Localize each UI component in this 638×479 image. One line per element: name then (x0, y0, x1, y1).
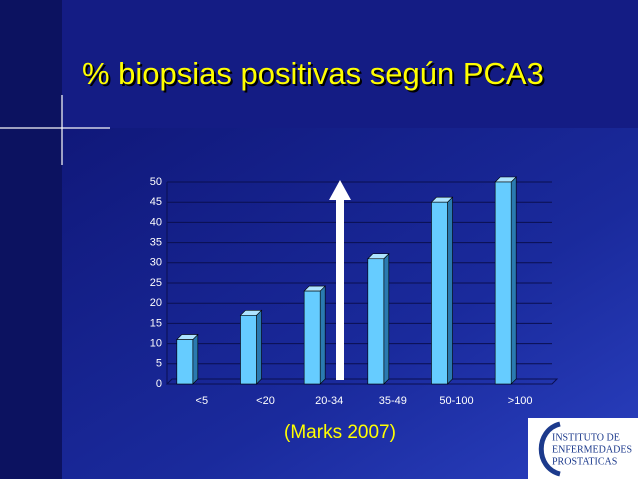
chart-title: % biopsias positivas según PCA3 (82, 56, 544, 91)
bar-side (256, 309, 262, 385)
logo-mark (538, 421, 561, 477)
logo-text: PROSTATICAS (552, 456, 617, 467)
bar-front (494, 181, 512, 385)
y-tick-label: 5 (156, 358, 162, 370)
bar (303, 285, 326, 385)
floor (165, 378, 559, 385)
bar-side (447, 196, 453, 385)
x-tick-label: <20 (256, 395, 275, 407)
arrow (329, 180, 351, 380)
y-tick-label: 20 (150, 297, 162, 309)
logo-text: ENFERMEDADES (552, 444, 632, 455)
y-tick-label: 50 (150, 176, 162, 188)
bar (494, 176, 517, 385)
bar-side (383, 253, 390, 385)
logo: INSTITUTO DE ENFERMEDADES PROSTATICAS (528, 418, 638, 479)
y-tick-label: 25 (150, 277, 162, 289)
y-tick-label: 0 (156, 378, 162, 390)
y-tick-label: 40 (150, 216, 162, 228)
bar-front (303, 290, 321, 385)
y-tick-label: 35 (150, 237, 162, 249)
bar (430, 196, 454, 385)
bar-front (240, 315, 257, 385)
x-tick-label: 35-49 (379, 395, 407, 407)
logo-text: INSTITUTO DE (552, 432, 620, 443)
bar (176, 333, 199, 385)
y-tick-label: 30 (150, 257, 162, 269)
bar-side (192, 333, 199, 385)
bar (367, 253, 390, 385)
y-tick-label: 15 (150, 317, 162, 329)
y-tick-label: 10 (150, 338, 162, 350)
bar-side (510, 176, 517, 385)
x-tick-label: 20-34 (315, 395, 343, 407)
x-tick-label: 50-100 (439, 395, 473, 407)
bar (239, 309, 263, 385)
bar-front (431, 201, 448, 385)
annotation: (Marks 2007) (284, 422, 396, 443)
x-tick-label: >100 (508, 395, 533, 407)
bar-front (367, 258, 385, 385)
bar-front (176, 339, 194, 385)
x-tick-label: <5 (196, 395, 209, 407)
bar-side (319, 285, 326, 385)
y-tick-label: 45 (150, 196, 162, 208)
title-band (62, 0, 638, 128)
